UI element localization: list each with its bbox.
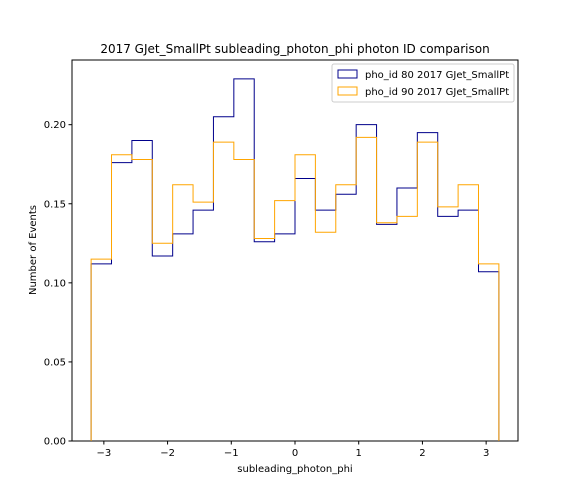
x-tick-label-7: 3 (483, 448, 489, 459)
legend-label-2: pho_id 90 2017 GJet_SmallPt (365, 87, 509, 98)
y-tick-label-3: 0.10 (44, 278, 66, 289)
legend-label-1: pho_id 80 2017 GJet_SmallPt (365, 70, 509, 81)
series-2-bin-14 (356, 137, 376, 441)
x-tick-label-4: 0 (292, 448, 298, 459)
y-tick-label-2: 0.05 (44, 357, 66, 368)
series-2-bin-7 (213, 142, 233, 441)
y-tick-label-1: 0.00 (44, 437, 66, 448)
series-2-bin-18 (438, 207, 458, 441)
legend-box (331, 63, 515, 103)
y-tick-label-4: 0.15 (44, 199, 66, 210)
series-2-bin-8 (234, 159, 254, 441)
legend-swatch-1 (337, 69, 358, 79)
plot-area: −3 −2 −1 0 1 2 3 0.00 0.05 0.10 0.15 0.20 (44, 59, 519, 459)
x-axis-ticks: −3 −2 −1 0 1 2 3 (96, 441, 489, 459)
legend-entries: pho_id 80 2017 GJet_SmallPt pho_id 90 201… (337, 69, 509, 98)
series-2-bin-6 (193, 202, 213, 441)
series-2-bin-17 (417, 142, 437, 441)
legend-swatch-2 (337, 86, 358, 96)
series-2-bin-13 (336, 185, 356, 441)
x-tick-label-3: −1 (224, 448, 239, 459)
plot-frame (71, 59, 519, 442)
x-tick-label-5: 1 (356, 448, 362, 459)
x-tick-label-6: 2 (419, 448, 425, 459)
y-tick-label-5: 0.20 (44, 120, 66, 131)
series-2-bin-9 (254, 239, 274, 441)
series-2-bin-2 (112, 155, 132, 441)
series-layer (90, 78, 500, 441)
series-2-bin-19 (458, 185, 478, 441)
series-2-bin-10 (275, 201, 295, 441)
series-2-bin-20 (478, 264, 498, 441)
series-2-bin-11 (295, 155, 315, 441)
series-2-bin-4 (152, 243, 172, 441)
x-tick-label-2: −2 (160, 448, 175, 459)
series-2-step-line (90, 136, 500, 441)
series-2-bin-12 (315, 232, 335, 441)
series-2-bin-16 (397, 216, 417, 441)
legend: pho_id 80 2017 GJet_SmallPt pho_id 90 201… (331, 63, 515, 103)
chart-title: 2017 GJet_SmallPt subleading_photon_phi … (100, 42, 489, 56)
series-2-bin-3 (132, 159, 152, 441)
y-axis-ticks: 0.00 0.05 0.10 0.15 0.20 (44, 120, 72, 448)
x-axis-label: subleading_photon_phi (237, 464, 352, 475)
y-axis-label: Number of Events (28, 205, 39, 295)
series-2-bin-15 (377, 223, 397, 441)
series-2-bin-1 (91, 259, 111, 441)
x-tick-label-1: −3 (96, 448, 111, 459)
series-2-bin-5 (173, 185, 193, 441)
